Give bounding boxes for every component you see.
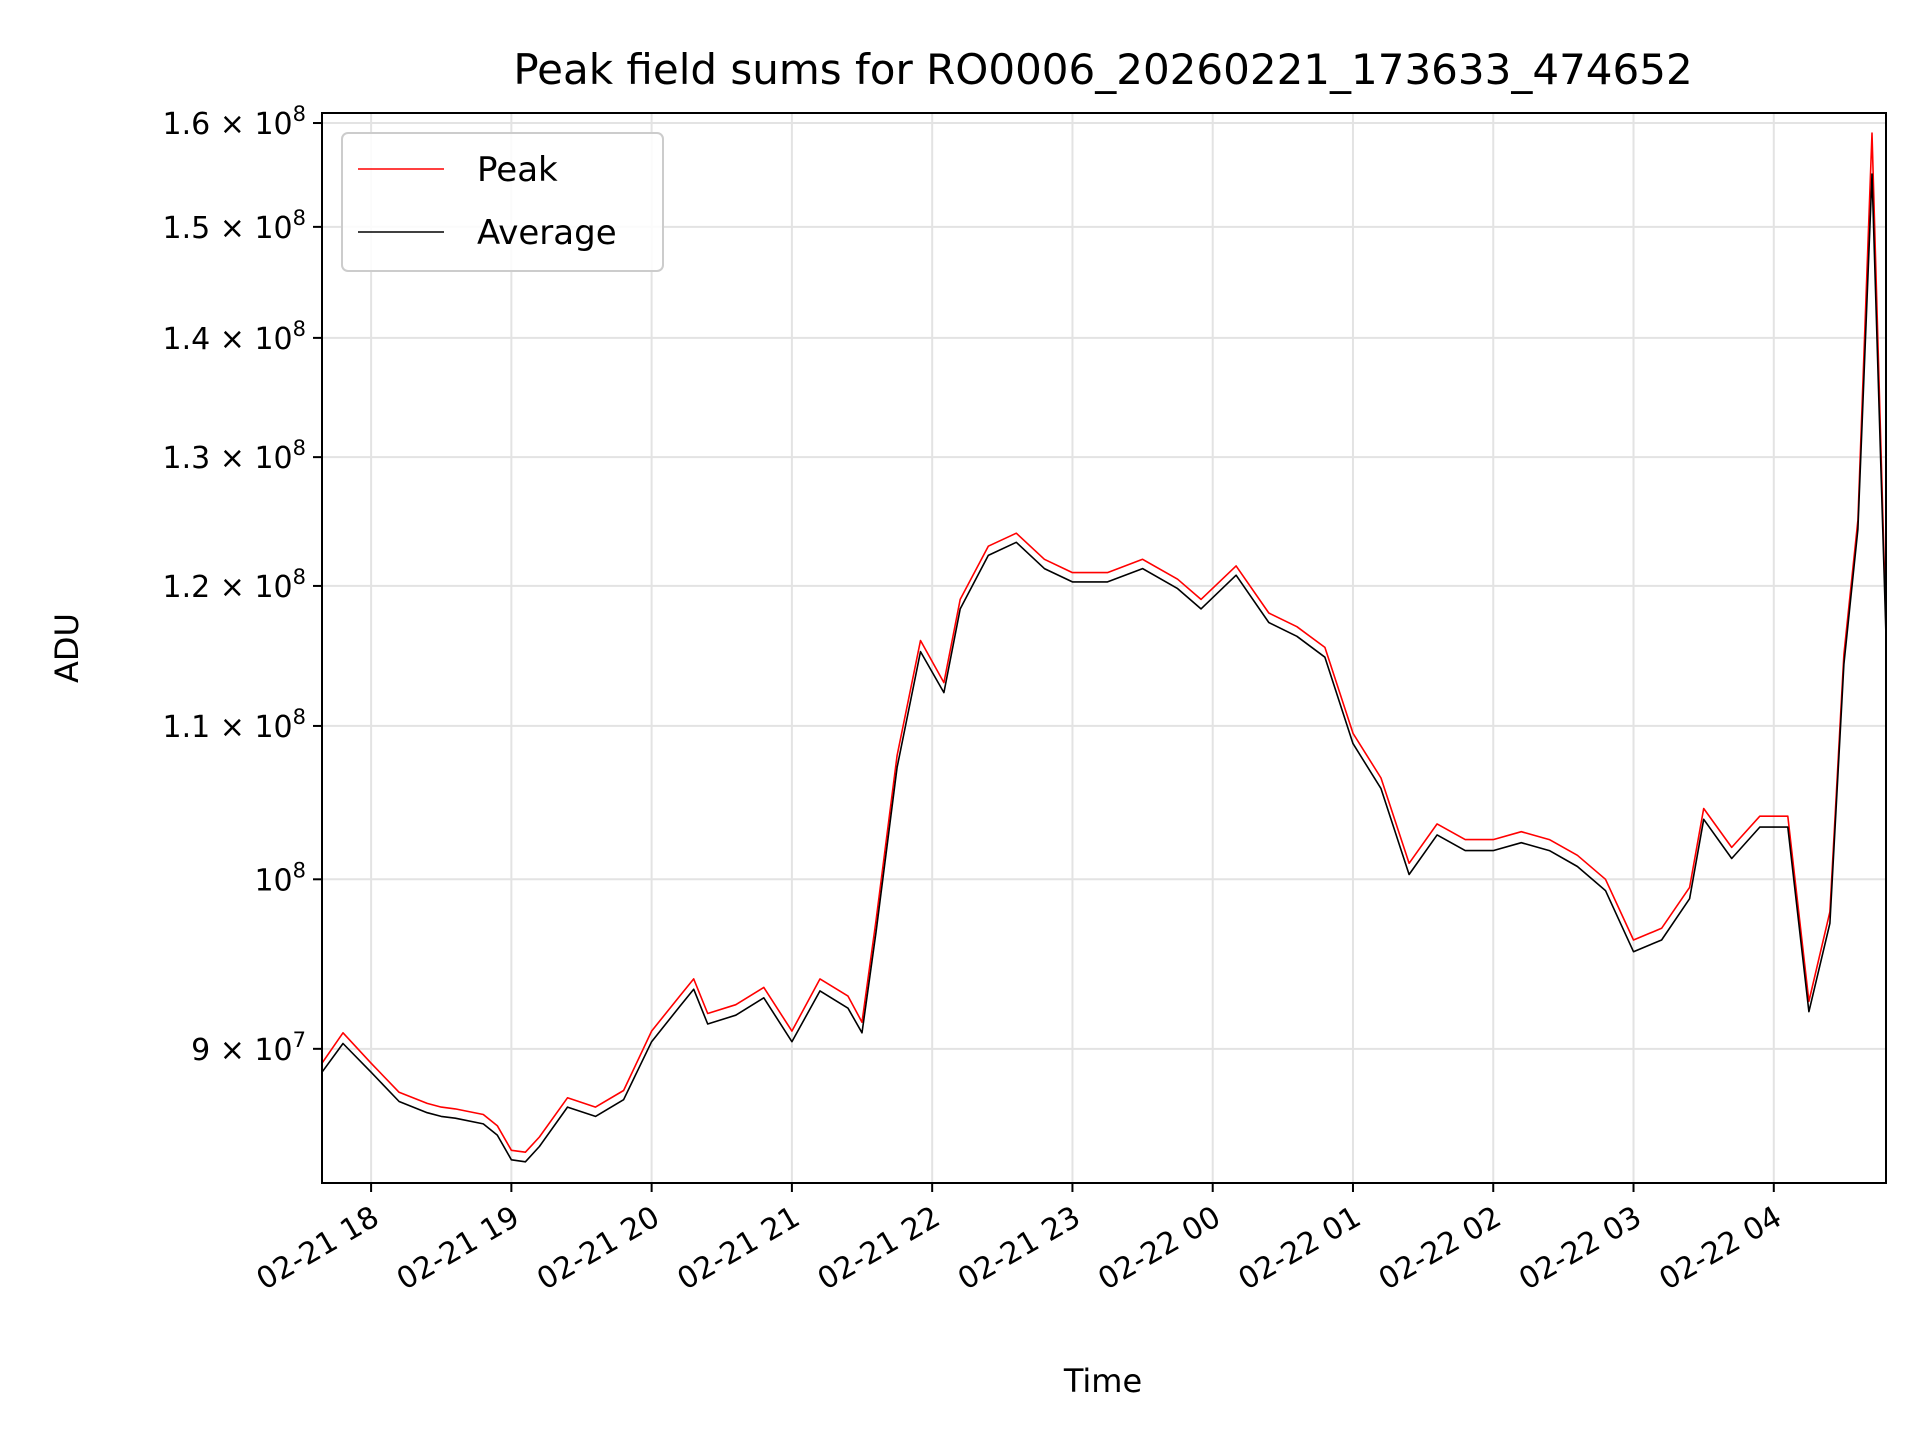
series-line-peak	[322, 132, 1886, 1153]
y-tick-label: 1.1 × 108	[163, 705, 306, 745]
y-tick-label: 1.3 × 108	[163, 436, 306, 476]
series-line-average	[322, 173, 1886, 1163]
legend: Peak Average	[341, 132, 664, 272]
y-tick-label: 1.2 × 108	[163, 565, 306, 605]
y-tick-label: 1.5 × 108	[163, 206, 306, 246]
legend-label-peak: Peak	[477, 150, 558, 190]
y-tick-label: 9 × 107	[191, 1028, 306, 1068]
x-axis-label: Time	[1063, 1362, 1142, 1400]
y-tick-label: 1.6 × 108	[163, 102, 306, 142]
chart-title: Peak field sums for RO0006_20260221_1736…	[513, 45, 1692, 94]
y-tick-label: 1.4 × 108	[163, 317, 306, 357]
legend-label-average: Average	[477, 213, 617, 253]
series-layer	[322, 132, 1886, 1163]
plot-frame	[321, 112, 1887, 1184]
y-axis-label: ADU	[48, 613, 86, 683]
legend-box	[341, 132, 664, 272]
grid-lines	[322, 113, 1886, 1183]
plot-area	[322, 132, 1886, 1163]
